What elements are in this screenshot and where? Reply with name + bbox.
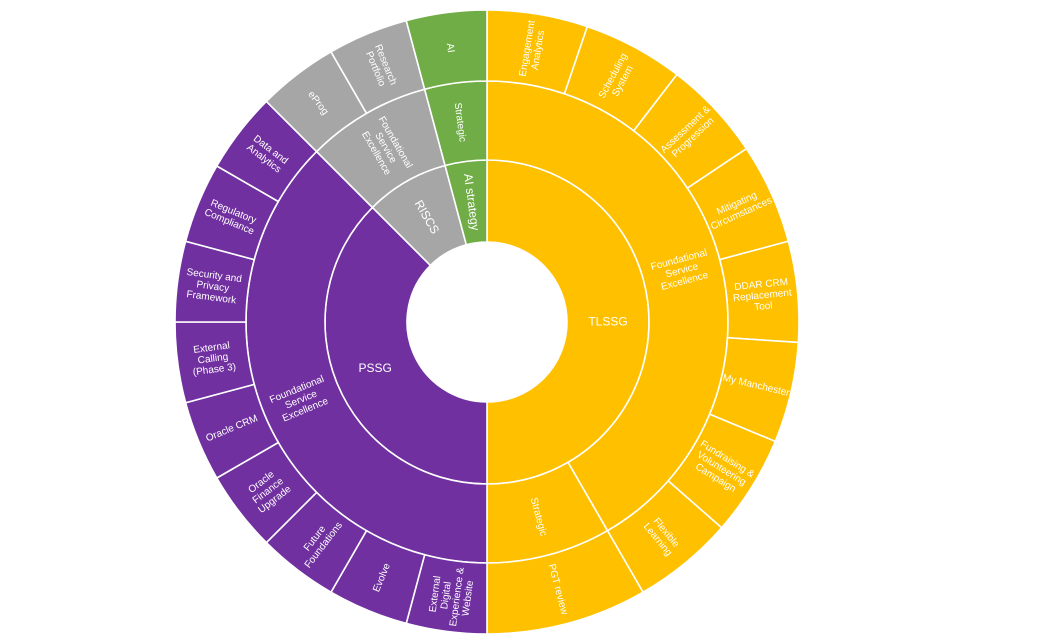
label-strategic: Strategic	[452, 102, 468, 143]
label-tlssg: TLSSG	[588, 315, 627, 329]
label-ai: AI	[444, 43, 456, 54]
label-pssg: PSSG	[359, 361, 392, 375]
segment-ai	[405, 9, 488, 91]
segments-layer	[174, 9, 800, 635]
